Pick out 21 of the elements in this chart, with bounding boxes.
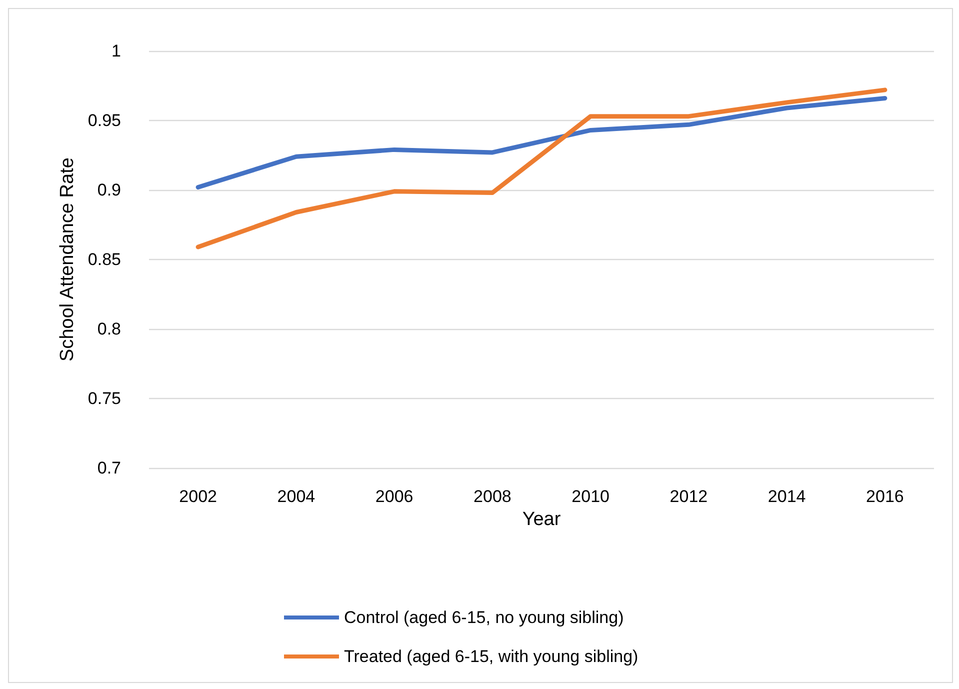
x-tick-label: 2002 bbox=[179, 487, 217, 506]
y-tick-label: 0.75 bbox=[88, 389, 121, 408]
y-tick-label: 0.7 bbox=[97, 458, 121, 478]
x-tick-label: 2010 bbox=[572, 487, 610, 506]
y-tick-label: 1 bbox=[112, 42, 121, 60]
y-axis-title: School Attendance Rate bbox=[57, 158, 78, 362]
x-tick-label: 2004 bbox=[277, 487, 316, 506]
x-tick-label: 2014 bbox=[768, 487, 806, 506]
y-tick-label: 0.95 bbox=[88, 111, 121, 130]
y-tick-label: 0.85 bbox=[88, 250, 121, 269]
y-tick-label: 0.9 bbox=[97, 180, 121, 200]
x-tick-label: 2006 bbox=[375, 487, 414, 506]
y-tick-label: 0.8 bbox=[97, 320, 121, 338]
x-tick-label: 2016 bbox=[866, 487, 904, 506]
line-series bbox=[196, 96, 888, 190]
legend-label: Treated (aged 6-15, with young sibling) bbox=[344, 647, 638, 666]
x-tick-label: 2012 bbox=[670, 487, 708, 506]
line-series bbox=[196, 88, 888, 250]
legend-label: Control (aged 6-15, no young sibling) bbox=[344, 608, 624, 627]
x-tick-label: 2008 bbox=[474, 487, 512, 506]
x-axis-title: Year bbox=[522, 508, 562, 530]
